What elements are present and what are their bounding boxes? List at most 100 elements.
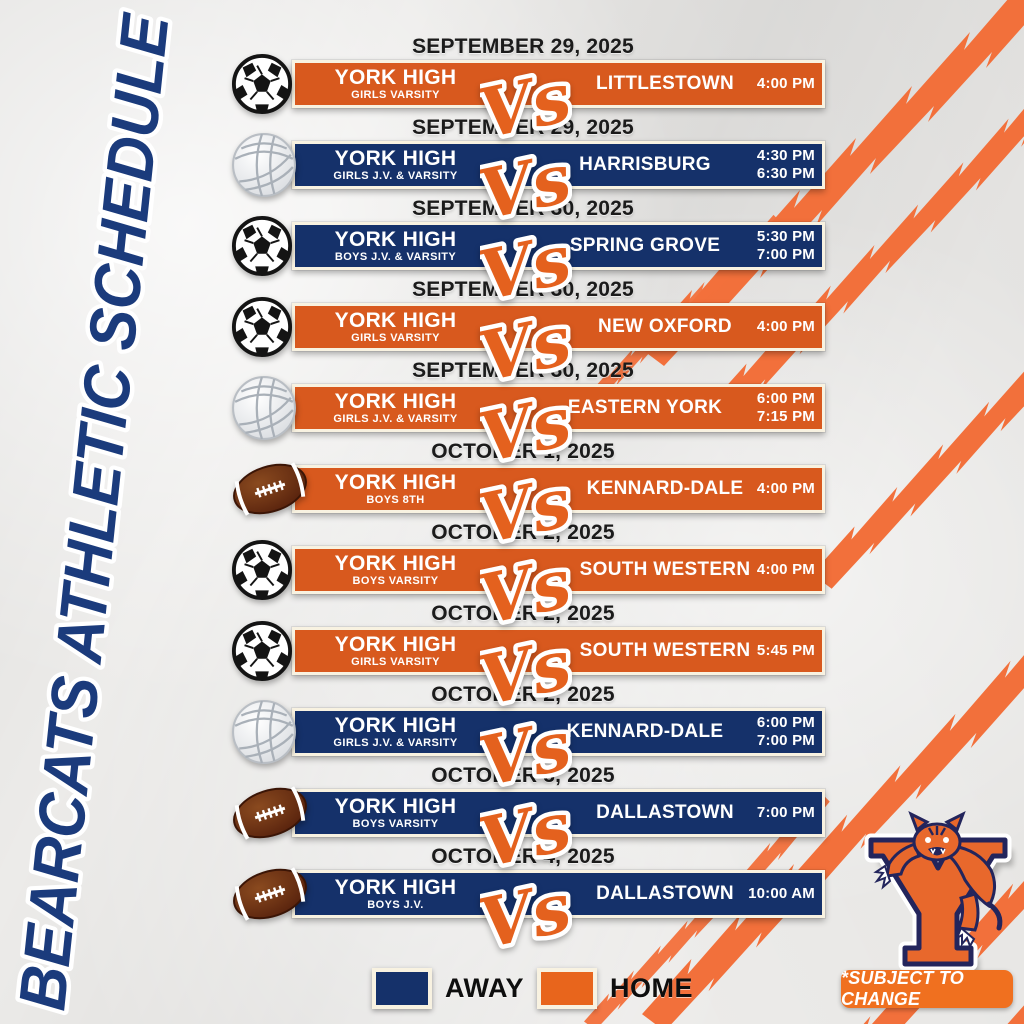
game-times: 10:00 AM	[748, 885, 815, 903]
team-level: BOYS J.V. & VARSITY	[334, 251, 457, 263]
svg-text:Vs: Vs	[480, 544, 572, 641]
game-bar: YORK HIGH GIRLS VARSITY Vs SOUTH WESTERN…	[231, 620, 825, 726]
game-row: SEPTEMBER 30, 2025	[231, 197, 825, 321]
game-row: OCTOBER 2, 2025	[232, 683, 825, 807]
game-bar: YORK HIGH BOYS J.V. & VARSITY Vs SPRING …	[231, 215, 825, 321]
team-name: YORK HIGH	[334, 876, 457, 899]
vs-mark: Vs	[480, 217, 572, 329]
game-date: OCTOBER 4, 2025	[431, 845, 615, 868]
game-times: 4:00 PM	[757, 480, 815, 498]
game-date: OCTOBER 3, 2025	[431, 764, 615, 787]
team-name: YORK HIGH	[334, 66, 457, 89]
game-date: OCTOBER 2, 2025	[431, 521, 615, 544]
home-team-block: YORK HIGH GIRLS VARSITY	[303, 67, 488, 101]
opponent-name: SOUTH WESTERN	[579, 640, 751, 661]
sport-icon	[231, 132, 297, 198]
soccer-ball-icon	[231, 296, 293, 358]
sport-icon	[231, 215, 293, 277]
game-row: SEPTEMBER 29, 2025	[231, 35, 825, 159]
game-date: OCTOBER 2, 2025	[431, 683, 615, 706]
game-bar: YORK HIGH GIRLS J.V. & VARSITY Vs KENNAR…	[232, 700, 825, 807]
opponent-name: DALLASTOWN	[596, 802, 734, 823]
team-level: GIRLS J.V. & VARSITY	[333, 413, 458, 425]
team-name: YORK HIGH	[334, 228, 457, 251]
team-name: YORK HIGH	[334, 390, 457, 413]
volleyball-icon	[232, 700, 296, 764]
opponent-name: NEW OXFORD	[598, 316, 732, 337]
home-team-block: YORK HIGH GIRLS VARSITY	[303, 310, 488, 344]
opponent-name: SPRING GROVE	[569, 235, 721, 256]
home-team-block: YORK HIGH BOYS J.V.	[303, 877, 488, 911]
soccer-ball-icon	[231, 539, 293, 601]
volleyball-icon	[232, 376, 296, 440]
opponent-name: KENNARD-DALE	[566, 721, 724, 742]
game-times: 5:30 PM 7:00 PM	[757, 228, 815, 264]
away-color-swatch	[372, 968, 432, 1009]
sport-icon	[231, 786, 309, 840]
home-team-block: YORK HIGH BOYS VARSITY	[303, 553, 488, 587]
sport-icon	[231, 462, 309, 516]
svg-text:Vs: Vs	[480, 382, 572, 479]
svg-text:Vs: Vs	[480, 868, 572, 965]
football-icon	[233, 462, 307, 516]
opponent-name: HARRISBURG	[579, 154, 711, 175]
game-date: SEPTEMBER 29, 2025	[412, 35, 634, 58]
game-time: 6:00 PM	[756, 390, 815, 407]
game-bar: YORK HIGH GIRLS VARSITY Vs LITTLESTOWN 4…	[231, 53, 825, 159]
game-bar: YORK HIGH GIRLS J.V. & VARSITY Vs HARRIS…	[232, 133, 825, 240]
game-bar: YORK HIGH BOYS VARSITY Vs DALLASTOWN 7:0…	[233, 784, 825, 888]
game-times: 4:30 PM 6:30 PM	[757, 147, 815, 183]
team-level: GIRLS VARSITY	[351, 332, 440, 344]
team-level: GIRLS J.V. & VARSITY	[333, 737, 458, 749]
team-level: BOYS VARSITY	[352, 818, 439, 830]
home-team-block: YORK HIGH BOYS 8TH	[303, 472, 488, 506]
sport-icon	[231, 620, 293, 682]
team-level: GIRLS VARSITY	[351, 656, 440, 668]
game-times: 4:00 PM	[757, 318, 815, 336]
game-row: SEPTEMBER 30, 2025	[232, 360, 825, 483]
game-time: 7:00 PM	[756, 804, 815, 821]
vs-mark: Vs	[480, 784, 572, 896]
vs-mark: Vs	[480, 541, 572, 653]
team-name: YORK HIGH	[334, 714, 457, 737]
home-team-block: YORK HIGH BOYS VARSITY	[303, 796, 488, 830]
sport-icon	[231, 53, 293, 115]
game-bar: YORK HIGH GIRLS J.V. & VARSITY Vs EASTER…	[232, 376, 825, 483]
home-label: HOME	[610, 973, 694, 1003]
away-label: AWAY	[445, 973, 525, 1003]
game-times: 6:00 PM 7:00 PM	[757, 714, 815, 750]
opponent-name: KENNARD-DALE	[586, 478, 744, 499]
vs-mark: Vs	[480, 460, 572, 572]
game-row: OCTOBER 3, 2025	[233, 764, 825, 888]
home-color-swatch	[537, 968, 598, 1009]
game-time: 7:15 PM	[756, 408, 815, 425]
schedule-list: SEPTEMBER 29, 2025	[231, 35, 825, 969]
legend: AWAY HOME	[372, 968, 693, 1009]
bearcat-figure	[873, 810, 1003, 949]
game-row: SEPTEMBER 30, 2025	[231, 279, 825, 402]
subject-to-change-label: *SUBJECT TO CHANGE	[841, 968, 964, 1009]
sport-icon	[231, 867, 309, 921]
game-time: 10:00 AM	[748, 885, 815, 902]
football-icon	[233, 786, 307, 840]
sport-icon	[231, 539, 293, 601]
team-name: YORK HIGH	[334, 552, 457, 575]
game-time: 5:45 PM	[756, 642, 815, 659]
game-time: 7:00 PM	[756, 732, 815, 749]
opponent-name: SOUTH WESTERN	[579, 559, 751, 580]
home-team-block: YORK HIGH GIRLS J.V. & VARSITY	[303, 148, 488, 182]
opponent-name: LITTLESTOWN	[595, 73, 735, 94]
sport-icon	[231, 296, 293, 358]
team-level: GIRLS J.V. & VARSITY	[333, 170, 458, 182]
game-times: 4:00 PM	[757, 75, 815, 93]
game-times: 4:00 PM	[757, 561, 815, 579]
sport-icon	[231, 699, 297, 765]
football-icon	[233, 867, 307, 921]
soccer-ball-icon	[231, 215, 293, 277]
game-date: SEPTEMBER 30, 2025	[412, 197, 634, 220]
game-bar: YORK HIGH GIRLS VARSITY Vs NEW OXFORD 4:…	[231, 296, 825, 402]
team-level: BOYS 8TH	[366, 494, 425, 506]
soccer-ball-icon	[231, 53, 293, 115]
game-time: 4:00 PM	[756, 318, 815, 335]
